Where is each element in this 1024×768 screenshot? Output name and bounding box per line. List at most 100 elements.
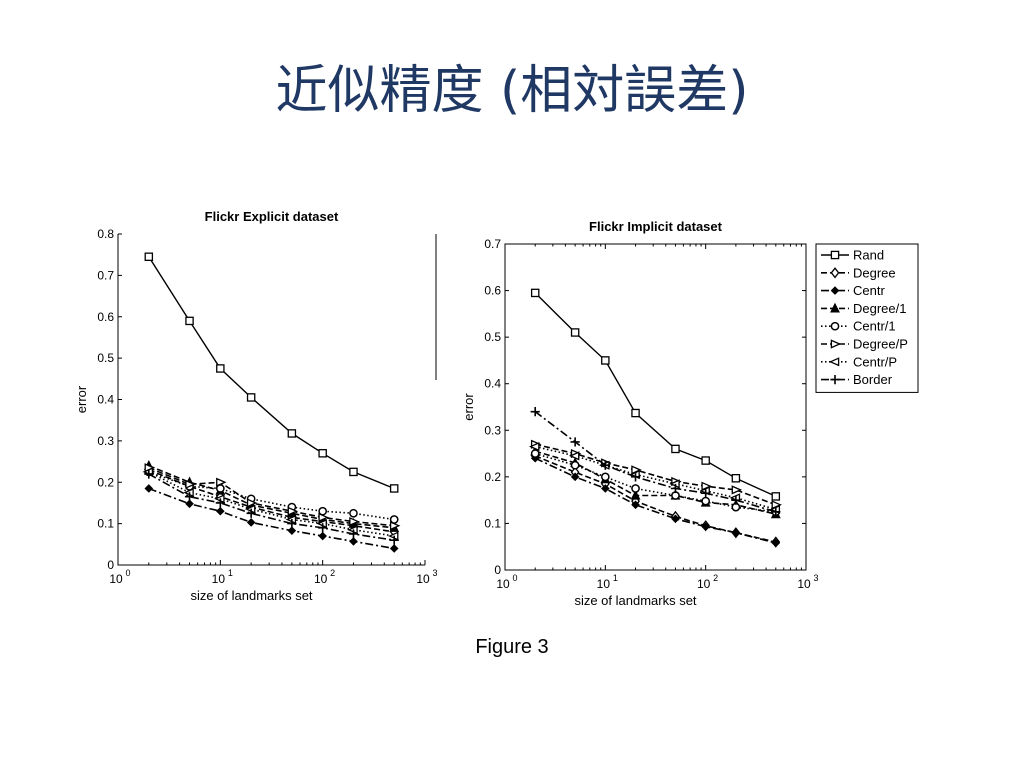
series-centr-point [601, 484, 610, 493]
series-degree-p-point [349, 516, 360, 527]
legend-entry-degree-1-label: Degree/1 [853, 301, 906, 316]
series-rand-point [601, 356, 610, 365]
series-centr-p-point [568, 451, 580, 461]
series-rand-line [148, 256, 395, 490]
series-border-point [600, 460, 610, 470]
series-centr-point [216, 506, 225, 516]
series-border-point [530, 407, 540, 417]
legend-entry-border: Border [821, 372, 893, 387]
series-degree-1-line [534, 450, 776, 515]
series-rand-point [671, 444, 680, 454]
series-centr-point [389, 544, 399, 553]
y-tick-label: 0.3 [97, 434, 114, 448]
series-degree-p-point [287, 506, 299, 516]
x-axis-label: size of landmarks set [574, 593, 696, 608]
legend-entry-degree-1: Degree/1 [821, 301, 906, 316]
chart-1: 00.10.20.30.40.50.60.70.810 0 10 1 10 2 10 3Fli… [74, 209, 438, 603]
legend-entry-rand: Rand [821, 248, 884, 263]
y-tick-label: 0 [494, 563, 501, 577]
y-tick-label: 0.7 [484, 237, 501, 251]
series-centr-1-point [600, 472, 610, 482]
series-degree-p [144, 463, 401, 531]
series-border-point [670, 483, 681, 494]
series-rand-line [534, 292, 777, 498]
series-degree [530, 450, 781, 548]
series-centr-1-point [701, 496, 711, 506]
legend-entry-centr-marker [830, 286, 840, 295]
series-centr-point [701, 522, 710, 531]
series-centr-1-point [530, 449, 540, 458]
legend-entry-degree-p: Degree/P [821, 337, 908, 352]
x-tick-exponent: 0 [512, 573, 517, 583]
x-tick-exponent: 1 [613, 573, 618, 583]
x-tick-exponent: 3 [432, 568, 437, 578]
series-degree-p-point [389, 521, 401, 531]
x-tick-label: 10 [496, 577, 510, 591]
series-centr-point [631, 500, 640, 510]
series-centr-point [287, 526, 297, 535]
chart-2: 00.10.20.30.40.50.60.710 0 10 1 10 2 10 3Flickr… [461, 219, 919, 608]
series-degree-line [148, 469, 395, 533]
series-rand-point [389, 484, 399, 493]
series-degree-1-point [630, 489, 641, 500]
series-centr [144, 484, 399, 553]
series-degree-p-point [731, 485, 743, 495]
y-tick-label: 0.1 [97, 517, 114, 531]
series-degree-p-line [535, 443, 777, 506]
series-rand-point [731, 474, 741, 483]
legend-entry-centr-p-label: Centr/P [853, 354, 897, 369]
legend-entry-centr-p: Centr/P [821, 354, 897, 369]
x-tick-label: 10 [697, 577, 711, 591]
series-centr-1 [144, 467, 399, 524]
series-degree-1 [530, 445, 781, 519]
x-tick-exponent: 3 [813, 573, 818, 583]
series-centr-point [349, 537, 358, 546]
figure-caption: Figure 3 [475, 636, 549, 658]
slide-title: 近似精度 (相対誤差) [275, 61, 749, 121]
series-rand-point [144, 252, 154, 262]
series-border [144, 469, 399, 545]
series-centr [530, 453, 781, 548]
series-degree-p-point [216, 477, 227, 487]
plot-axes [117, 234, 425, 566]
series-centr-point [771, 538, 781, 548]
series-rand-point [185, 316, 194, 326]
y-tick-label: 0.8 [97, 227, 114, 241]
y-tick-label: 0.5 [484, 330, 501, 344]
series-degree-p-point [185, 479, 196, 489]
x-tick-exponent: 0 [125, 568, 130, 578]
series-centr-1-point [631, 484, 640, 493]
series-rand-point [631, 408, 640, 418]
y-tick-label: 0.5 [97, 351, 114, 365]
series-centr-line [148, 487, 395, 550]
legend-entry-centr: Centr [821, 283, 885, 298]
y-tick-label: 0.4 [97, 393, 114, 407]
series-border-point [630, 472, 641, 482]
series-rand-point [216, 364, 225, 373]
series-centr-point [185, 499, 194, 509]
legend-entry-centr-1-marker [830, 321, 840, 331]
y-tick-label: 0.6 [97, 310, 114, 324]
series-rand-point [570, 328, 580, 337]
legend-entry-rand-label: Rand [853, 248, 884, 263]
legend-entry-centr-label: Centr [853, 283, 885, 298]
series-rand [530, 288, 781, 501]
y-tick-label: 0.1 [484, 516, 501, 530]
series-border-point [318, 523, 328, 533]
legend-entry-centr-1-label: Centr/1 [853, 319, 896, 334]
series-centr-p-line [535, 445, 777, 511]
series-centr-1-line [148, 471, 395, 521]
series-border-point [184, 492, 195, 502]
legend-entry-degree-marker [830, 267, 840, 279]
series-degree-p-point [246, 498, 258, 508]
series-border-point [246, 508, 256, 518]
series-border-point [389, 535, 399, 545]
series-centr-point [144, 484, 154, 493]
series-centr-p [142, 467, 399, 541]
x-tick-label: 10 [597, 577, 611, 591]
series-degree-p-point [318, 512, 329, 523]
y-tick-label: 0.7 [97, 268, 114, 282]
plot-frame [504, 243, 807, 571]
series-centr-p-line [148, 471, 395, 537]
